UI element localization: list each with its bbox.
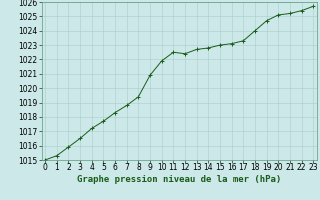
X-axis label: Graphe pression niveau de la mer (hPa): Graphe pression niveau de la mer (hPa): [77, 175, 281, 184]
